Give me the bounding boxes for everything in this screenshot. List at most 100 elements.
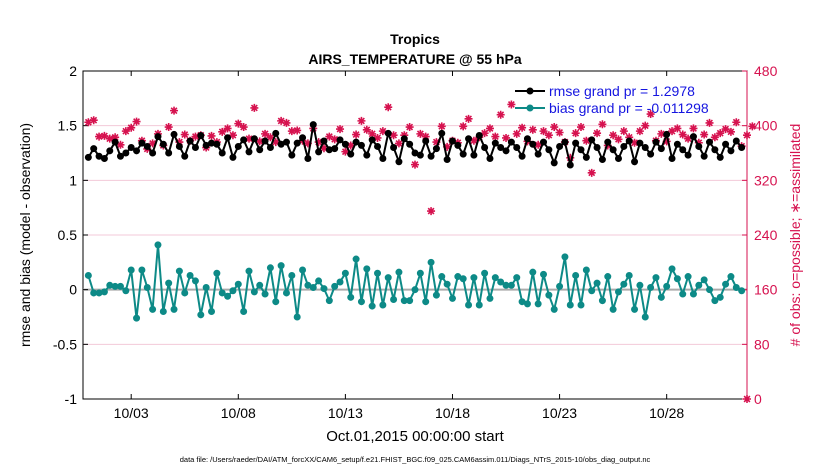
bias-point: [245, 267, 253, 275]
bias-point: [357, 298, 365, 306]
rmse-point: [684, 151, 692, 159]
bias-point: [507, 281, 515, 289]
rmse-point: [545, 146, 553, 154]
obs-count-point: [732, 118, 741, 127]
rmse-point: [497, 144, 505, 152]
bias-point: [143, 283, 151, 291]
obs-count-point: [507, 100, 516, 109]
rmse-point: [486, 154, 494, 162]
rmse-point: [620, 142, 628, 150]
obs-count-point: [357, 116, 366, 125]
bias-point: [663, 282, 671, 290]
obs-count-point: [127, 123, 136, 132]
rmse-point: [582, 153, 590, 161]
bias-point: [711, 297, 719, 305]
bias-point: [732, 283, 740, 291]
rmse-point: [181, 152, 189, 160]
y-tick-label-right: 320: [754, 172, 778, 188]
rmse-point: [727, 147, 735, 155]
rmse-point: [738, 144, 746, 152]
obs-count-point: [673, 124, 682, 133]
bias-point: [133, 314, 141, 322]
rmse-point: [390, 144, 398, 152]
rmse-point: [598, 156, 606, 164]
obs-count-point: [341, 147, 350, 156]
bias-point: [416, 269, 424, 277]
bias-point: [341, 269, 349, 277]
legend-bias-marker: [526, 104, 534, 112]
rmse-point: [556, 142, 564, 150]
rmse-point: [336, 136, 344, 144]
bias-point: [673, 275, 681, 283]
bias-point: [572, 271, 580, 279]
rmse-point: [529, 140, 537, 148]
bias-point: [390, 296, 398, 304]
bias-point: [154, 241, 162, 249]
bias-point: [170, 305, 178, 313]
obs-count-point: [469, 136, 478, 145]
rmse-point: [320, 137, 328, 145]
rmse-point: [100, 154, 108, 162]
bias-point: [191, 277, 199, 285]
rmse-point: [315, 148, 323, 156]
bias-point: [379, 301, 387, 309]
rmse-point: [384, 129, 392, 137]
bias-point: [588, 287, 596, 295]
bias-point: [127, 266, 135, 274]
obs-count-point: [336, 125, 345, 134]
rmse-point: [636, 139, 644, 147]
obs-count-point: [464, 114, 473, 123]
rmse-point: [625, 137, 633, 145]
obs-count-point: [518, 123, 527, 132]
bias-point: [159, 308, 167, 316]
rmse-point: [443, 156, 451, 164]
rmse-point: [422, 137, 430, 145]
bias-point: [325, 297, 333, 305]
rmse-point: [470, 151, 478, 159]
obs-count-point: [587, 168, 596, 177]
rmse-point: [357, 141, 365, 149]
rmse-point: [459, 150, 467, 158]
rmse-point: [641, 144, 649, 152]
rmse-point: [138, 139, 146, 147]
obs-count-point: [539, 127, 548, 136]
bias-point: [175, 267, 183, 275]
bias-point: [561, 253, 569, 261]
rmse-point: [711, 146, 719, 154]
bias-point: [486, 294, 494, 302]
rmse-point: [111, 138, 119, 146]
obs-count-point: [405, 123, 414, 132]
obs-count-point: [411, 160, 419, 169]
bias-point: [695, 281, 703, 289]
bias-point: [122, 287, 130, 295]
obs-count-point: [239, 123, 248, 132]
bias-point: [240, 308, 248, 316]
rmse-point: [240, 136, 248, 144]
obs-count-point: [427, 207, 436, 216]
rmse-point: [282, 138, 290, 146]
obs-count-point: [277, 116, 286, 125]
bias-point: [556, 282, 564, 290]
obs-count-point: [480, 129, 489, 138]
obs-count-point: [319, 144, 328, 153]
bias-point: [438, 273, 446, 281]
obs-count-point: [743, 131, 751, 140]
bias-point: [652, 274, 660, 282]
rmse-point: [331, 145, 339, 153]
obs-count-point: [491, 132, 500, 141]
obs-count-point: [303, 139, 312, 148]
rmse-point: [175, 142, 183, 150]
bias-point: [427, 258, 435, 266]
bias-point: [272, 298, 280, 306]
obs-count-point: [223, 124, 232, 133]
rmse-point: [465, 135, 473, 143]
rmse-point: [84, 153, 92, 161]
y-tick-label-left: -1: [65, 391, 78, 407]
obs-count-point: [266, 133, 275, 142]
bias-point: [470, 274, 478, 282]
rmse-point: [700, 152, 708, 160]
rmse-point: [213, 140, 221, 148]
rmse-point: [143, 142, 151, 150]
rmse-point: [309, 121, 317, 129]
obs-count-point: [437, 122, 446, 131]
